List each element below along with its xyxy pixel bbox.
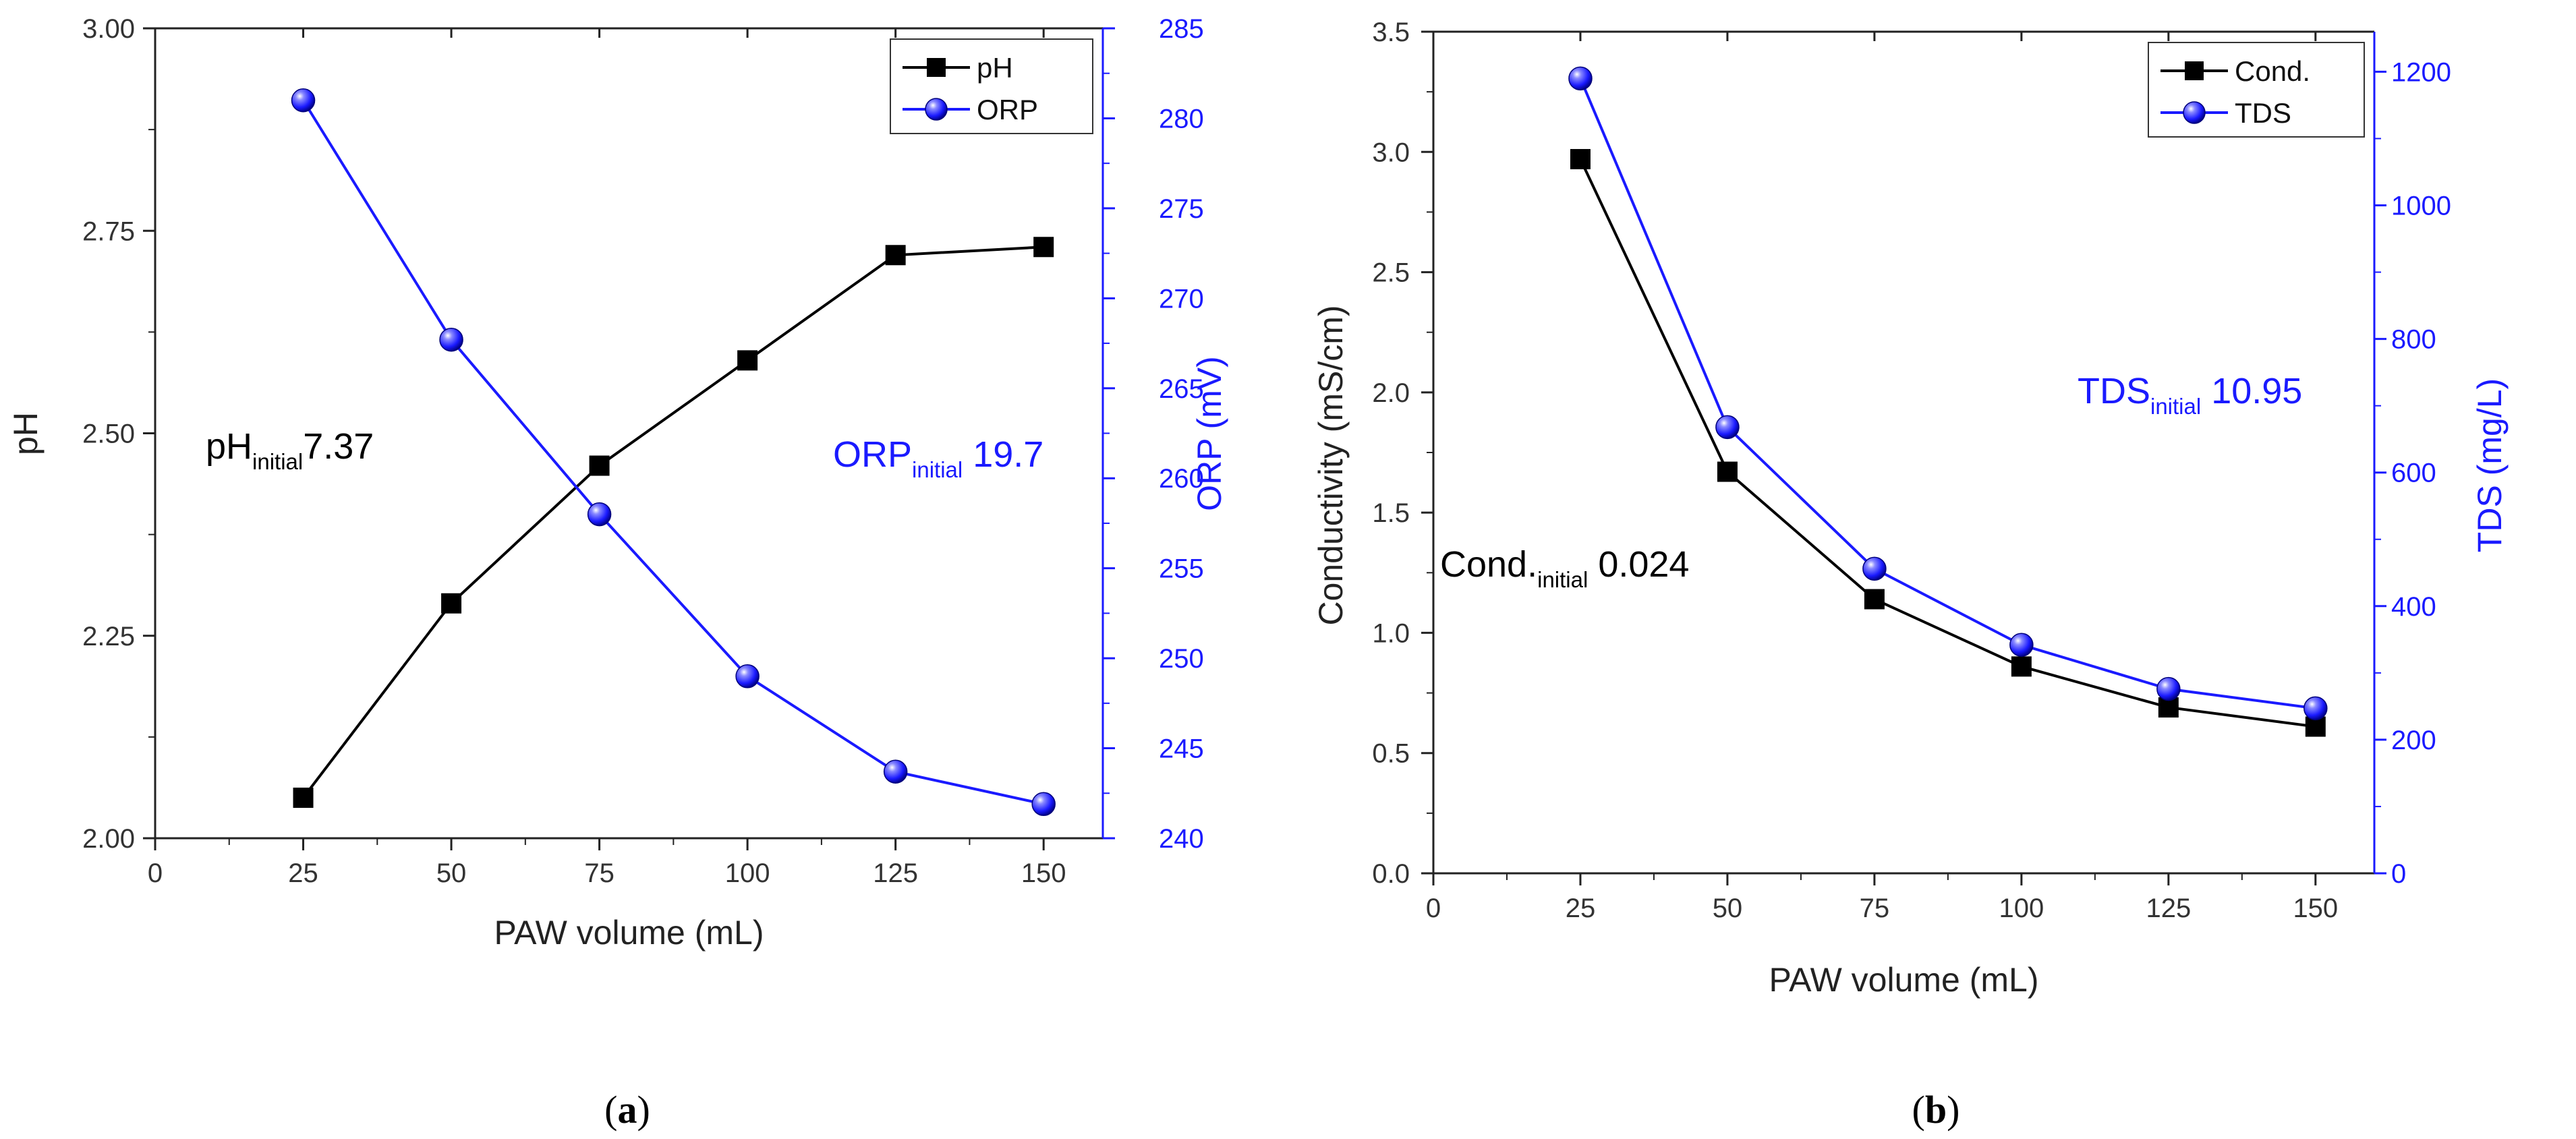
x-axis-label: PAW volume (mL) — [494, 914, 764, 952]
legend: pH ORP — [890, 38, 1093, 134]
y-left-tick-label: 2.50 — [82, 419, 135, 449]
y-left-tick-label: 2.5 — [1372, 258, 1410, 288]
y-right-tick-label: 280 — [1159, 104, 1204, 134]
y-right-axis-label: TDS (mg/L) — [2471, 378, 2509, 552]
data-point-square — [1570, 148, 1591, 169]
data-point-sphere — [1031, 792, 1056, 817]
y-right-tick-label: 245 — [1159, 734, 1204, 764]
y-right-tick-label: 270 — [1159, 284, 1204, 314]
y-left-tick-label: 0.0 — [1372, 859, 1410, 889]
series-line-tds — [1579, 78, 2316, 710]
x-tick-label: 50 — [1713, 894, 1743, 923]
y-left-tick-label: 2.25 — [82, 622, 135, 651]
y-right-tick-label: 250 — [1159, 644, 1204, 674]
data-point-sphere — [291, 88, 316, 113]
x-tick-label: 25 — [1566, 894, 1596, 923]
y-right-tick-label: 800 — [2391, 325, 2436, 355]
x-axis-label: PAW volume (mL) — [1769, 961, 2038, 999]
y-left-axis-label: Conductivity (mS/cm) — [1312, 305, 1350, 625]
y-left-tick-label: 3.00 — [82, 14, 135, 44]
data-point-square — [2011, 656, 2032, 677]
data-point-sphere — [2009, 633, 2034, 658]
series-line-orp — [302, 99, 1044, 806]
x-tick-label: 0 — [148, 858, 163, 888]
data-point-sphere — [439, 327, 463, 352]
data-point-square — [737, 350, 758, 371]
data-point-square — [1864, 589, 1885, 610]
panel-label: (b) — [1912, 1088, 1960, 1132]
y-right-tick-label: 255 — [1159, 554, 1204, 584]
initial-value-annotation: ORPinitial 19.7 — [833, 434, 1043, 482]
legend-label: pH — [977, 52, 1013, 84]
y-left-tick-label: 1.0 — [1372, 618, 1410, 648]
y-left-tick-label: 1.5 — [1372, 498, 1410, 528]
data-point-square — [589, 455, 610, 476]
x-tick-label: 150 — [2293, 894, 2338, 923]
initial-value-annotation: TDSinitial 10.95 — [2078, 371, 2302, 419]
data-point-square — [885, 245, 906, 266]
data-point-square — [441, 593, 462, 614]
x-tick-label: 75 — [584, 858, 614, 888]
y-left-tick-label: 3.5 — [1372, 18, 1410, 47]
data-point-sphere — [735, 664, 760, 689]
legend-label: TDS — [2235, 97, 2291, 129]
y-right-axis-label: ORP (mV) — [1191, 356, 1228, 511]
y-right-tick-label: 600 — [2391, 459, 2436, 488]
legend-sphere-marker — [925, 98, 948, 121]
series-line-ph — [302, 245, 1044, 799]
y-left-tick-label: 2.0 — [1372, 378, 1410, 408]
y-left-tick-label: 3.0 — [1372, 138, 1410, 167]
x-tick-label: 125 — [2146, 894, 2191, 923]
data-point-square — [293, 787, 314, 808]
y-right-tick-label: 285 — [1159, 14, 1204, 44]
x-tick-label: 25 — [288, 858, 318, 888]
x-tick-label: 150 — [1021, 858, 1066, 888]
legend-sphere-marker — [2183, 101, 2206, 124]
y-right-tick-label: 200 — [2391, 726, 2436, 755]
data-point-sphere — [1862, 556, 1887, 581]
data-point-sphere — [1715, 415, 1740, 440]
y-right-tick-label: 1000 — [2391, 192, 2451, 221]
data-point-sphere — [1568, 66, 1593, 91]
legend-square-marker — [2185, 61, 2204, 80]
y-left-tick-label: 0.5 — [1372, 739, 1410, 769]
legend-box — [890, 38, 1093, 134]
y-right-tick-label: 0 — [2391, 859, 2406, 889]
chart-panel-b: 0 25 50 75 100 125 150 0.0 0.5 1.0 1.5 2.0 2.5 3.0 3.5… — [1312, 18, 2509, 1132]
data-point-sphere — [587, 502, 612, 527]
data-point-sphere — [2303, 696, 2328, 721]
y-left-axis-label: pH — [7, 412, 45, 455]
legend-square-marker — [927, 58, 946, 77]
panel-label: (a) — [604, 1088, 650, 1132]
data-point-square — [1033, 237, 1054, 258]
y-right-tick-label: 260 — [1159, 464, 1204, 494]
y-right-tick-label: 275 — [1159, 194, 1204, 224]
x-tick-label: 75 — [1860, 894, 1890, 923]
y-left-tick-label: 2.75 — [82, 216, 135, 246]
x-tick-label: 50 — [436, 858, 467, 888]
data-point-square — [1717, 461, 1738, 482]
x-tick-label: 0 — [1426, 894, 1441, 923]
legend-label: ORP — [977, 94, 1038, 125]
x-tick-label: 125 — [873, 858, 918, 888]
chart-panel-a: 0 25 50 75 100 125 150 2.00 2.25 2.50 2.75 3.00 240 2… — [7, 14, 1228, 1132]
y-right-tick-label: 1200 — [2391, 57, 2451, 87]
series-line-cond — [1579, 158, 2316, 728]
initial-value-annotation: Cond.initial 0.024 — [1440, 544, 1689, 592]
y-right-tick-label: 400 — [2391, 592, 2436, 622]
legend-label: Cond. — [2235, 55, 2310, 87]
y-left-tick-label: 2.00 — [82, 824, 135, 854]
data-point-sphere — [883, 759, 908, 784]
initial-value-annotation: pHinitial7.37 — [206, 426, 374, 474]
legend: Cond. TDS — [2148, 42, 2365, 138]
legend-box — [2148, 42, 2365, 138]
y-right-tick-label: 240 — [1159, 824, 1204, 854]
y-right-tick-label: 265 — [1159, 374, 1204, 404]
x-tick-label: 100 — [725, 858, 770, 888]
x-tick-label: 100 — [1999, 894, 2044, 923]
data-point-sphere — [2156, 676, 2181, 701]
